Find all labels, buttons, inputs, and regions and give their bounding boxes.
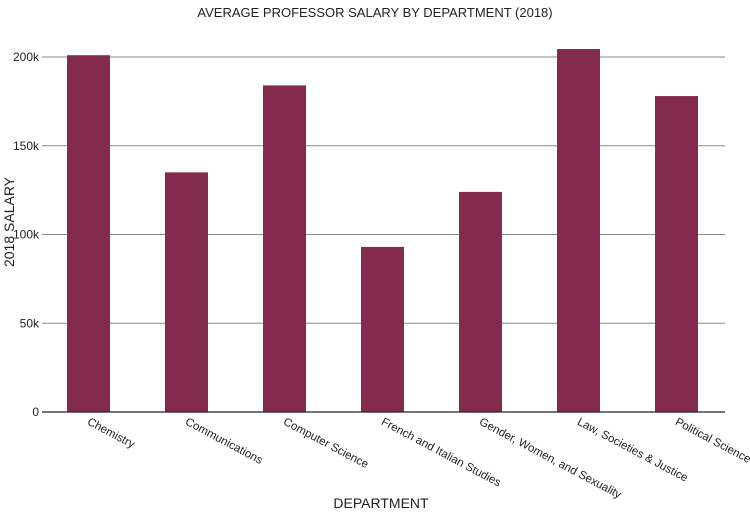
y-tick-label: 0 xyxy=(32,405,39,419)
y-axis-ticks: 0 50k 100k 150k 200k xyxy=(13,50,40,419)
y-tick-label: 50k xyxy=(20,316,40,330)
chart-title: AVERAGE PROFESSOR SALARY BY DEPARTMENT (… xyxy=(197,5,552,20)
bar xyxy=(263,85,306,413)
bar xyxy=(655,96,698,413)
y-tick-label: 200k xyxy=(13,50,40,64)
y-tick-label: 100k xyxy=(13,228,40,242)
bars xyxy=(67,49,698,413)
x-tick-label: Political Science xyxy=(673,416,750,466)
bar xyxy=(67,55,110,412)
x-axis-labels: Chemistry Communications Computer Science F… xyxy=(85,416,750,501)
bar xyxy=(165,172,208,412)
x-tick-label: Computer Science xyxy=(281,416,370,471)
x-tick-label: Communications xyxy=(183,416,264,467)
x-axis-title: DEPARTMENT xyxy=(333,495,429,511)
bar xyxy=(361,246,404,412)
y-axis-title: 2018 SALARY xyxy=(1,176,17,267)
x-tick-label: Chemistry xyxy=(85,416,137,451)
y-tick-label: 150k xyxy=(13,139,40,153)
bar xyxy=(557,49,600,412)
bar xyxy=(459,191,502,412)
